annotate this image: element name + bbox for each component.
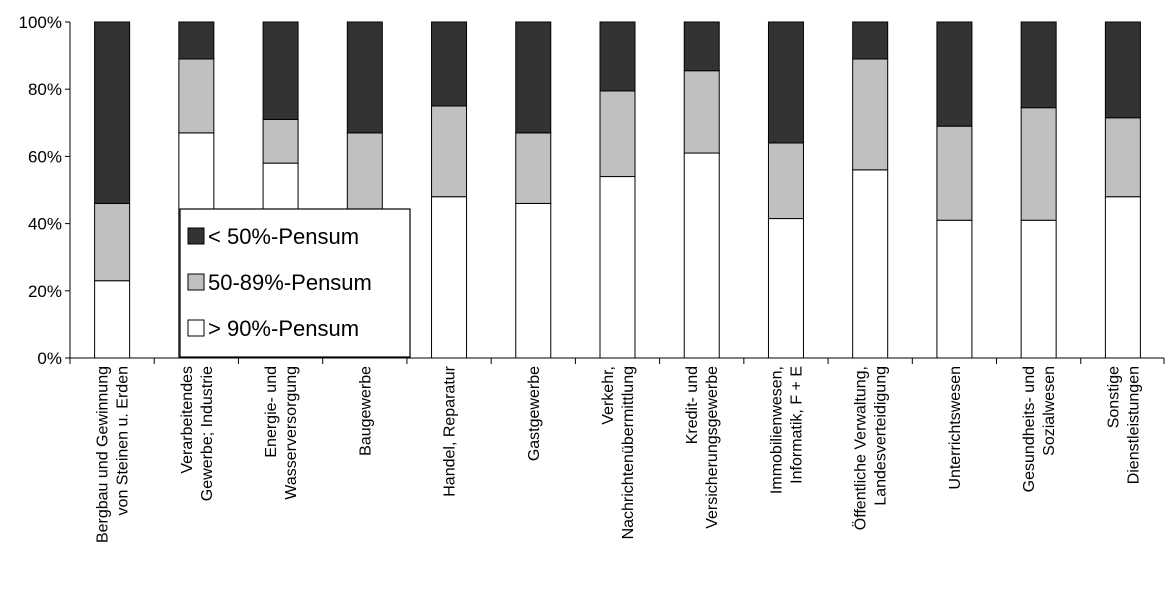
x-tick-label: Kredit- und Versicherungsgewerbe [684,366,721,529]
x-tick-label: Bergbau und Gewinnung von Steinen u. Erde… [95,366,132,543]
x-tick-label-text: Kredit- und Versicherungsgewerbe [684,366,721,529]
bar-segment-7-series-3 [599,21,636,92]
bar-segment-1-series-3 [94,21,131,204]
x-tick-label: Öffentliche Verwaltung, Landesverteidigun… [852,366,890,530]
bar-segment-9-series-2 [767,142,804,220]
legend-label: > 90%-Pensum [208,316,359,341]
x-tick-label-text: Gesundheits- und Sozialwesen [1021,366,1058,492]
bars-layer [94,21,1141,359]
x-tick-label: Gesundheits- und Sozialwesen [1021,366,1058,492]
bar-segment-11-series-1 [936,219,973,359]
x-tick-label: Energie- und Wasserversorgung [263,366,300,500]
x-tick-label-text: Sonstige Dienstleistungen [1105,366,1142,484]
x-tick-label: Unterrichtswesen [947,366,964,490]
legend-label: < 50%-Pensum [208,224,359,249]
bar-segment-9-series-3 [767,21,804,144]
bar-segment-3-series-3 [262,21,299,120]
legend-swatch [187,227,205,245]
bar-segment-5-series-3 [431,21,468,107]
bar-segment-5-series-1 [431,196,468,359]
bar-segment-12-series-1 [1020,219,1057,359]
tick-labels-layer: 0% 20% 40% 60% 80% 100% Bergbau und Gewinnung v… [19,13,1143,543]
bar-segment-3-series-2 [262,118,299,164]
bar-segment-12-series-2 [1020,107,1057,221]
bar-segment-1-series-1 [94,280,131,359]
legend-swatch [187,319,205,337]
bar-segment-4-series-2 [346,132,383,221]
bar-segment-4-series-3 [346,21,383,134]
axes-layer [65,21,1165,364]
bar-segment-8-series-2 [683,70,720,154]
bar-segment-5-series-2 [431,105,468,198]
bar-segment-2-series-3 [178,21,215,60]
x-tick-label-text: Verkehr, Nachrichtenübermittlung [600,366,637,539]
bar-segment-10-series-2 [852,58,889,171]
x-tick-label-text: Gastgewerbe [526,366,543,461]
x-tick-label-text: Verarbeitendes Gewerbe; Industrie [179,366,216,501]
bar-segment-10-series-1 [852,169,889,359]
bar-segment-1-series-2 [94,202,131,282]
x-tick-label-text: Baugewerbe [357,366,374,456]
x-tick-label: Sonstige Dienstleistungen [1105,366,1142,484]
x-tick-label: Verarbeitendes Gewerbe; Industrie [179,366,216,501]
bar-segment-6-series-3 [515,21,552,134]
x-tick-label: Baugewerbe [357,366,374,456]
bar-segment-7-series-1 [599,176,636,359]
bar-segment-9-series-1 [767,218,804,359]
bar-segment-8-series-1 [683,152,720,359]
bar-segment-13-series-2 [1104,117,1141,198]
bar-segment-8-series-3 [683,21,720,72]
x-tick-label: Immobilienwesen, Informatik, F + E [768,366,805,494]
y-tick-label: 60% [28,147,62,166]
x-tick-label: Verkehr, Nachrichtenübermittlung [600,366,637,539]
legend: < 50%-Pensum 50-89%-Pensum > 90%-Pensum [179,208,411,358]
legend-label: 50-89%-Pensum [208,270,372,295]
legend-swatch [187,273,205,291]
x-tick-label-text: Immobilienwesen, Informatik, F + E [768,366,805,494]
bar-segment-11-series-2 [936,125,973,221]
bar-segment-12-series-3 [1020,21,1057,109]
x-tick-label: Handel, Reparatur [442,365,459,496]
bar-segment-11-series-3 [936,21,973,127]
bar-segment-6-series-2 [515,132,552,204]
bar-segment-13-series-3 [1104,21,1141,119]
y-tick-label: 100% [19,13,62,32]
x-tick-label-text: Handel, Reparatur [442,365,459,496]
x-tick-label: Gastgewerbe [526,366,543,461]
y-tick-label: 80% [28,80,62,99]
y-tick-label: 20% [28,282,62,301]
x-tick-label-text: Öffentliche Verwaltung, Landesverteidigun… [852,366,890,530]
bar-segment-7-series-2 [599,90,636,178]
y-tick-label: 40% [28,215,62,234]
legend-box [179,208,411,358]
x-tick-label-text: Bergbau und Gewinnung von Steinen u. Erde… [95,366,132,543]
bar-segment-2-series-2 [178,58,215,134]
y-tick-label: 0% [37,349,62,368]
bar-segment-13-series-1 [1104,196,1141,359]
bar-segment-10-series-3 [852,21,889,60]
bar-segment-6-series-1 [515,202,552,359]
x-tick-label-text: Unterrichtswesen [947,366,964,490]
x-tick-label-text: Energie- und Wasserversorgung [263,366,300,500]
